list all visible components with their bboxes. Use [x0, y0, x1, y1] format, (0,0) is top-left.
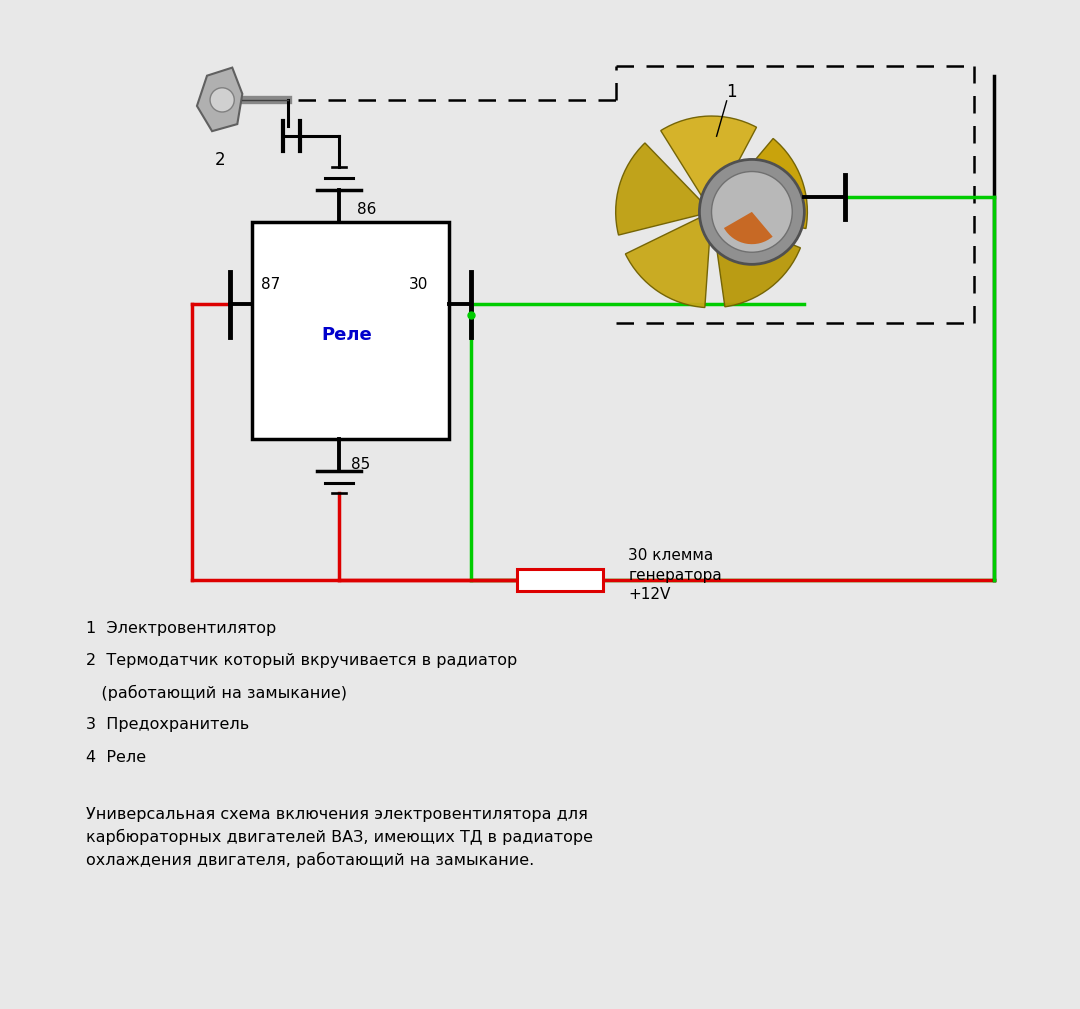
Circle shape [712, 172, 793, 252]
Text: 2  Термодатчик который вкручивается в радиатор: 2 Термодатчик который вкручивается в рад… [86, 653, 517, 668]
Wedge shape [712, 138, 808, 228]
Bar [253, 222, 449, 439]
Bar [517, 569, 603, 591]
Text: Универсальная схема включения электровентилятора для
карбюраторных двигателей ВА: Универсальная схема включения электровен… [86, 807, 593, 868]
Wedge shape [724, 212, 772, 244]
Text: 86: 86 [357, 202, 377, 217]
Wedge shape [661, 116, 756, 212]
Wedge shape [625, 212, 712, 308]
Text: 1  Электровентилятор: 1 Электровентилятор [86, 621, 276, 636]
Wedge shape [712, 212, 800, 307]
Text: 30: 30 [409, 277, 428, 293]
Text: 1: 1 [727, 83, 737, 101]
Circle shape [210, 88, 234, 112]
Text: 30 клемма
генератора
+12V: 30 клемма генератора +12V [629, 548, 723, 602]
Text: 85: 85 [351, 457, 370, 472]
Circle shape [700, 159, 805, 264]
Text: 3  Предохранитель: 3 Предохранитель [86, 717, 249, 733]
Polygon shape [197, 68, 242, 131]
Wedge shape [616, 143, 712, 235]
Text: 2: 2 [215, 151, 226, 170]
Text: Реле: Реле [322, 326, 373, 344]
Text: 4  Реле: 4 Реле [86, 750, 146, 765]
Text: 87: 87 [260, 277, 280, 293]
Text: (работающий на замыкание): (работающий на замыкание) [86, 685, 347, 701]
